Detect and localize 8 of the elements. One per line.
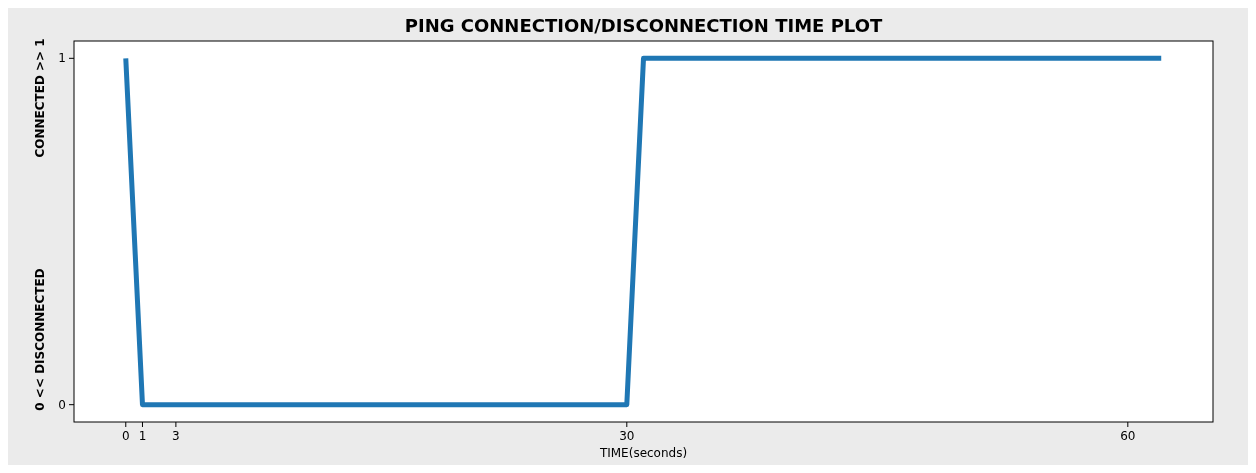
x-tick-label: 30 [619, 429, 635, 443]
x-tick-label: 3 [172, 429, 180, 443]
x-tick-label: 60 [1120, 429, 1136, 443]
text: 0 << DISCONNECTED CONNECTED >> 1 [33, 38, 47, 411]
x-tick-label: 1 [138, 429, 147, 443]
x-axis-title: TIME(seconds) [598, 446, 688, 460]
x-tick-label: 0 [121, 429, 130, 443]
chart-title: PING CONNECTION/DISCONNECTION TIME PLOT [404, 15, 883, 36]
